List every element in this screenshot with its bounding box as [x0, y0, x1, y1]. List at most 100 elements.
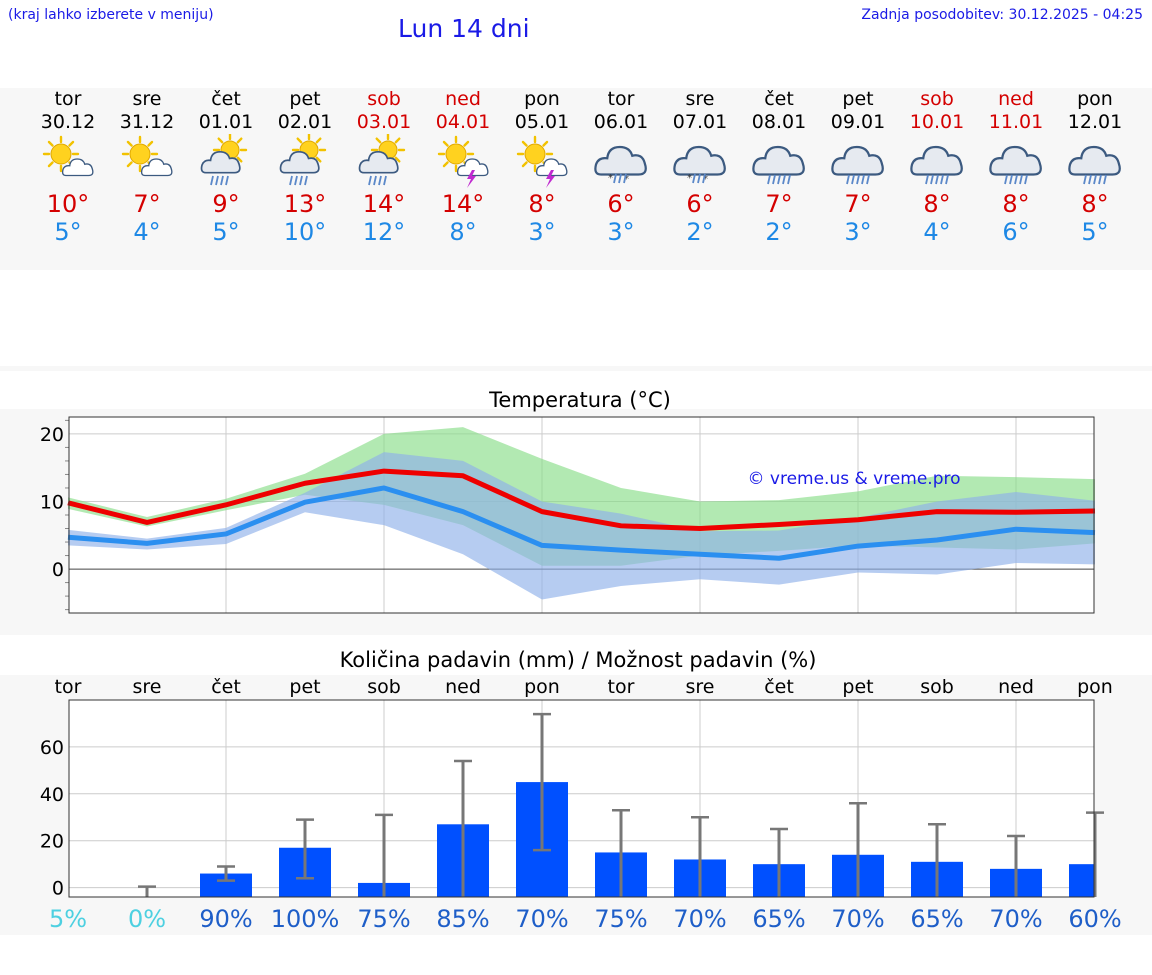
max-temperature: 7°	[133, 190, 161, 218]
x-day-label: tor	[608, 676, 635, 698]
day-date: 04.01	[435, 111, 491, 133]
day-date: 12.01	[1067, 111, 1123, 133]
plot-frame	[68, 416, 1095, 614]
day-date: 08.01	[751, 111, 807, 133]
min-temperature: 4°	[133, 218, 161, 246]
max-temperature: 13°	[283, 190, 327, 218]
min-temperature: 2°	[765, 218, 793, 246]
y-tick-label: 40	[40, 784, 64, 806]
y-tick-label: 0	[52, 878, 64, 900]
day-date: 30.12	[40, 111, 96, 133]
min-temperature: 3°	[844, 218, 872, 246]
precip-probability: 70%	[989, 905, 1042, 933]
precip-probability: 90%	[199, 905, 252, 933]
day-column: ned 04.01 14° 8°	[423, 88, 503, 246]
precip-probability: 75%	[357, 905, 410, 933]
day-name: pet	[289, 88, 321, 110]
day-column: sre 07.01 * * 6° 2°	[660, 88, 740, 246]
precip-bar	[1069, 864, 1094, 897]
sun-thunder-cloud-icon	[436, 134, 490, 190]
day-name: ned	[445, 88, 481, 110]
day-date: 06.01	[593, 111, 649, 133]
temperature-chart-title: Temperatura (°C)	[489, 388, 671, 412]
min-temperature: 6°	[1002, 218, 1030, 246]
min-temperature: 5°	[54, 218, 82, 246]
day-column: čet 01.01 9° 5°	[186, 88, 266, 246]
min-temperature: 12°	[362, 218, 406, 246]
day-name: tor	[607, 88, 635, 110]
forecast-band	[0, 88, 1152, 270]
day-date: 01.01	[198, 111, 254, 133]
precip-probability: 5%	[49, 905, 87, 933]
day-date: 02.01	[277, 111, 333, 133]
x-day-label: pet	[289, 676, 320, 698]
x-day-label: ned	[998, 676, 1034, 698]
min-temperature: 3°	[528, 218, 556, 246]
precip-probability: 85%	[436, 905, 489, 933]
day-column: ned 11.01 8° 6°	[976, 88, 1056, 246]
precip-probability: 0%	[128, 905, 166, 933]
day-column: pet 09.01 7° 3°	[818, 88, 898, 246]
x-day-label: tor	[55, 676, 82, 698]
max-temperature: 8°	[1002, 190, 1030, 218]
max-temperature: 6°	[607, 190, 635, 218]
min-temperature: 8°	[449, 218, 477, 246]
cloud-rain-icon	[989, 134, 1043, 190]
day-name: sob	[367, 88, 401, 110]
day-column: čet 08.01 7° 2°	[739, 88, 819, 246]
plot-frame	[68, 699, 1095, 898]
max-temperature: 9°	[212, 190, 240, 218]
day-column: tor 06.01 * * 6° 3°	[581, 88, 661, 246]
precip-probability: 75%	[594, 905, 647, 933]
y-tick-label: 20	[40, 424, 64, 446]
min-temperature-line	[67, 485, 1096, 561]
precip-bar	[200, 873, 252, 897]
day-name: sre	[685, 88, 715, 110]
y-tick-label: 0	[52, 559, 64, 581]
location-menu-hint[interactable]: (kraj lahko izberete v meniju)	[8, 7, 214, 23]
day-column: pon 05.01 8° 3°	[502, 88, 582, 246]
min-range-band	[68, 452, 1095, 600]
precip-probability: 70%	[515, 905, 568, 933]
y-tick-label: 10	[40, 491, 64, 513]
day-date: 11.01	[988, 111, 1044, 133]
cloud-rain-icon	[1068, 134, 1122, 190]
day-column: sob 10.01 8° 4°	[897, 88, 977, 246]
precip-probability: 70%	[831, 905, 884, 933]
divider	[0, 366, 1152, 371]
min-temperature: 3°	[607, 218, 635, 246]
min-temperature: 10°	[283, 218, 327, 246]
y-tick-label: 60	[40, 737, 64, 759]
sun-thunder-cloud-icon	[515, 134, 569, 190]
day-name: sre	[132, 88, 162, 110]
sun-cloud-icon	[120, 134, 174, 190]
precip-probability: 100%	[271, 905, 340, 933]
svg-text:*: *	[608, 173, 613, 184]
x-day-label: sre	[686, 676, 715, 698]
cloud-sleet-icon: * *	[594, 134, 648, 190]
day-date: 05.01	[514, 111, 570, 133]
cloud-sleet-icon: * *	[673, 134, 727, 190]
day-date: 07.01	[672, 111, 728, 133]
day-date: 31.12	[119, 111, 175, 133]
x-day-label: pon	[1077, 676, 1113, 698]
max-temperature: 8°	[923, 190, 951, 218]
sun-rain-cloud-icon	[278, 132, 332, 190]
min-temperature: 5°	[212, 218, 240, 246]
x-day-label: sob	[367, 676, 401, 698]
precip-probability: 65%	[752, 905, 805, 933]
day-date: 10.01	[909, 111, 965, 133]
x-day-label: sob	[920, 676, 954, 698]
x-day-label: pon	[524, 676, 560, 698]
precip-chart-title: Količina padavin (mm) / Možnost padavin …	[339, 648, 817, 672]
max-temperature-line	[67, 468, 1096, 532]
sun-rain-cloud-icon	[357, 132, 411, 190]
day-name: pon	[524, 88, 560, 110]
max-temperature: 14°	[362, 190, 406, 218]
max-temperature: 10°	[46, 190, 90, 218]
cloud-rain-icon	[752, 134, 806, 190]
day-name: čet	[764, 88, 794, 110]
day-name: sob	[920, 88, 954, 110]
day-column: tor 30.12 10° 5°	[28, 88, 108, 246]
x-day-label: ned	[445, 676, 481, 698]
